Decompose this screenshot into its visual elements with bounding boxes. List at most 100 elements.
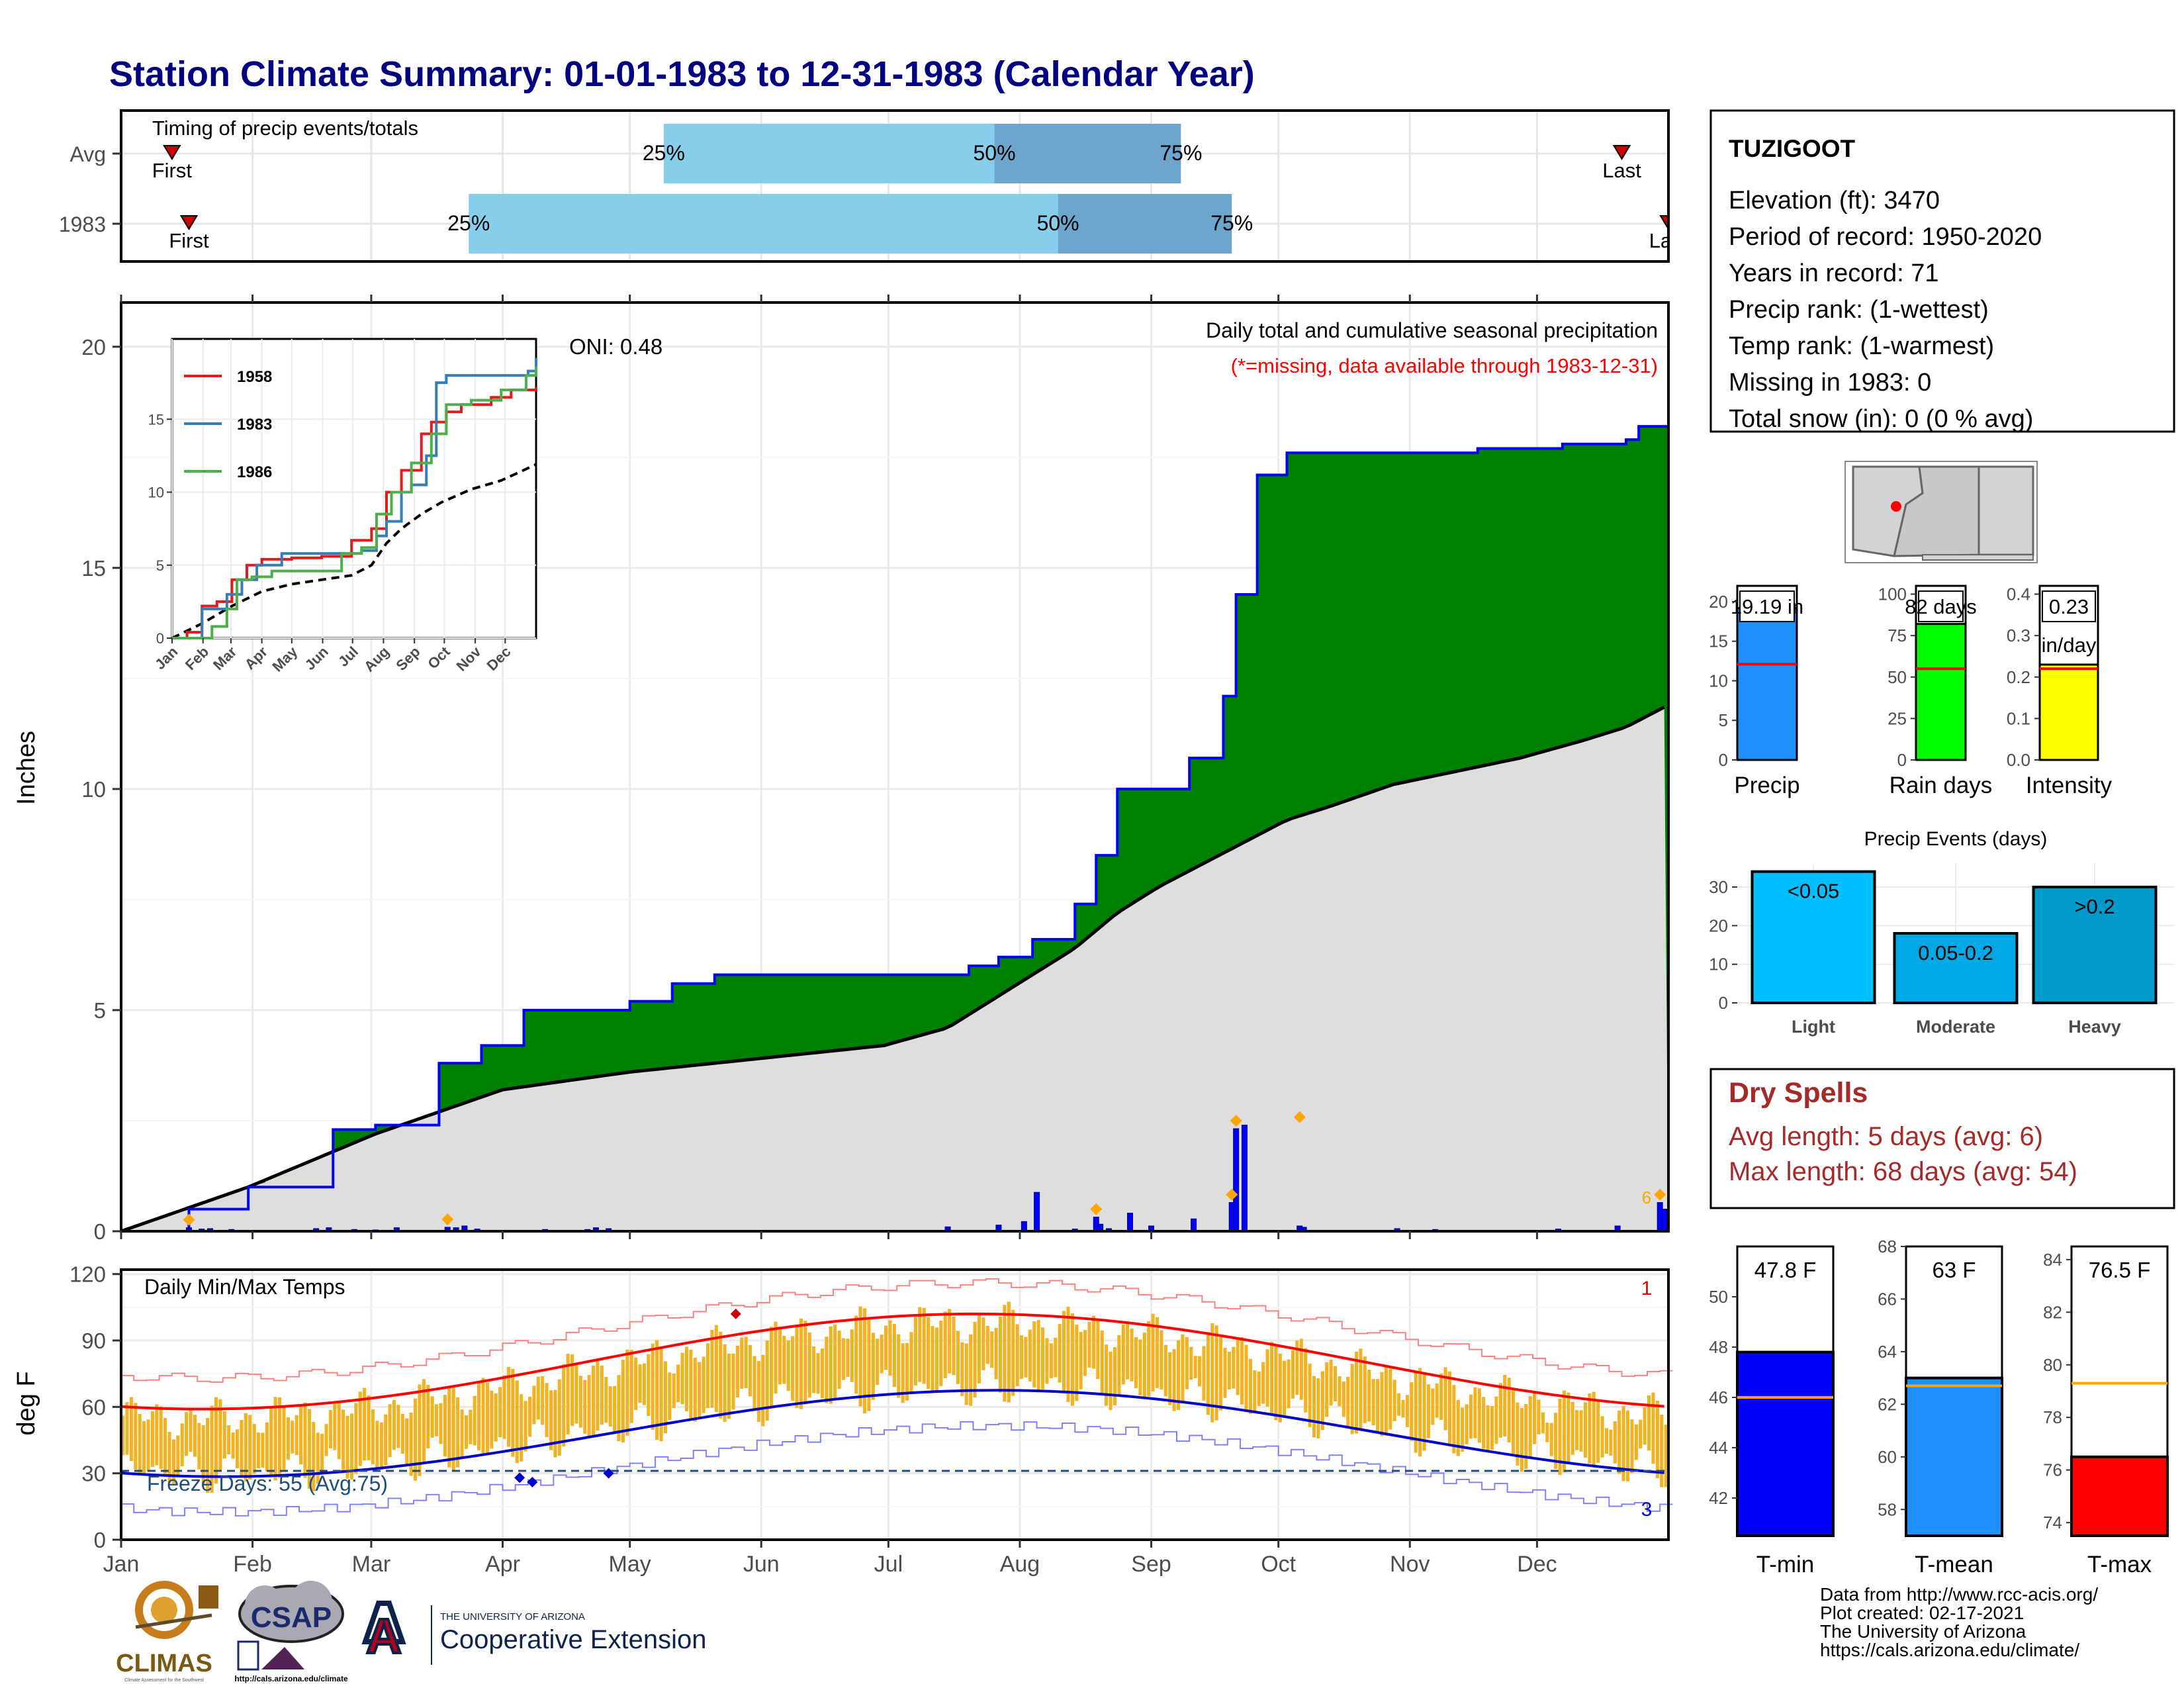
temp-summary-ytick-label: 78 [2043, 1407, 2062, 1427]
daily-temp-bar [1308, 1364, 1312, 1428]
daily-temp-bar [1054, 1337, 1058, 1378]
daily-temp-bar [1630, 1419, 1634, 1474]
daily-temp-bar [214, 1397, 218, 1484]
daily-temp-bar [909, 1332, 913, 1393]
daily-temp-bar [1283, 1360, 1287, 1418]
daily-temp-bar [1367, 1370, 1371, 1422]
month-label: Oct [1261, 1552, 1296, 1577]
daily-temp-bar [1070, 1313, 1074, 1406]
daily-temp-bar [702, 1356, 705, 1413]
events-category-label: Heavy [2068, 1017, 2121, 1037]
temp-summary-ytick-label: 76 [2043, 1460, 2062, 1480]
precip-ylabel: Inches [13, 731, 40, 805]
daily-temp-bar [1210, 1323, 1214, 1423]
freeze-days-label: Freeze Days: 55 (Avg:75) [147, 1472, 388, 1495]
daily-temp-bar [1452, 1385, 1456, 1454]
daily-temp-bar [299, 1406, 303, 1465]
daily-temp-bar [621, 1360, 625, 1443]
daily-temp-bar [592, 1366, 596, 1436]
temp-summary-ytick-label: 60 [1878, 1447, 1897, 1467]
daily-temp-bar [837, 1331, 841, 1389]
timing-first-label: First [169, 229, 209, 252]
daily-temp-bar [1346, 1376, 1350, 1429]
temp-summary-bar [1736, 1350, 1835, 1537]
temp-summary-bar [1905, 1376, 2003, 1538]
summary-ytick-label: 25 [1888, 708, 1907, 728]
daily-temp-bar [379, 1422, 383, 1470]
daily-temp-bar [1634, 1424, 1638, 1460]
daily-temp-bar [888, 1320, 892, 1376]
daily-temp-bar [705, 1343, 710, 1409]
daily-temp-bar [765, 1340, 769, 1421]
daily-temp-bar [1562, 1390, 1566, 1473]
daily-temp-bar [638, 1364, 642, 1403]
inset-legend-label: 1958 [237, 368, 272, 386]
daily-temp-bar [248, 1415, 252, 1480]
daily-temp-bar [1418, 1368, 1422, 1457]
daily-temp-bar [180, 1423, 184, 1467]
daily-temp-bar [1533, 1393, 1537, 1444]
precip-panel-title: Daily total and cumulative seasonal prec… [1206, 318, 1658, 342]
daily-temp-bar [1503, 1374, 1507, 1437]
daily-temp-bar [354, 1403, 358, 1474]
daily-temp-bar [905, 1342, 909, 1401]
daily-temp-bar [1401, 1399, 1405, 1418]
temp-summary-ytick-label: 74 [2043, 1513, 2062, 1532]
daily-temp-bar [1206, 1332, 1210, 1415]
daily-temp-bar [464, 1415, 468, 1449]
climas-logo: CLIMAS Climate Assessment for the Southw… [116, 1581, 218, 1683]
daily-temp-bar [1524, 1403, 1528, 1469]
daily-temp-bar [146, 1419, 150, 1472]
temp-summary-category-label: T-max [2087, 1552, 2152, 1577]
summary-ytick-label: 0 [1719, 750, 1728, 770]
summary-value-label: 0.23 [2049, 595, 2089, 618]
daily-temp-bar [291, 1421, 295, 1454]
dry-spells-avg: Avg length: 5 days (avg: 6) [1729, 1122, 2043, 1151]
summary-bar [1915, 623, 1967, 761]
station-info-line: Elevation (ft): 3470 [1729, 187, 1940, 214]
page-title: Station Climate Summary: 01-01-1983 to 1… [109, 54, 1255, 94]
temp-summary-ytick-label: 58 [1878, 1499, 1897, 1519]
daily-temp-bar [1049, 1343, 1053, 1379]
precip-ytick-label: 5 [94, 998, 106, 1023]
daily-temp-bar [511, 1368, 515, 1457]
credits: Data from http://www.rcc-acis.org/Plot c… [1820, 1584, 2098, 1660]
daily-temp-bar [426, 1385, 430, 1449]
daily-temp-bar [880, 1335, 884, 1374]
daily-temp-bar [1537, 1399, 1541, 1434]
daily-temp-bar [167, 1432, 171, 1483]
daily-temp-bar [1193, 1356, 1197, 1379]
daily-temp-bar [1299, 1338, 1303, 1400]
month-label: Jun [743, 1552, 780, 1577]
cumulative-precip-line [121, 382, 1670, 1233]
daily-temp-bar [846, 1338, 850, 1377]
inset-average-line [171, 463, 537, 639]
daily-temp-bar [1422, 1374, 1426, 1451]
daily-temp-bar [952, 1316, 956, 1376]
ua-logo-small: THE UNIVERSITY OF ARIZONA [440, 1611, 585, 1622]
daily-temp-bar [985, 1325, 989, 1364]
timing-first-marker [179, 215, 199, 230]
daily-temp-bar [574, 1364, 578, 1424]
events-ytick-label: 20 [1709, 915, 1728, 935]
daily-temp-bar [1651, 1392, 1655, 1464]
daily-temp-bar [349, 1413, 354, 1479]
daily-temp-bar [549, 1390, 553, 1450]
daily-temp-bar [770, 1327, 774, 1408]
daily-temp-bar [913, 1317, 917, 1386]
precip-panel: 0 5 10 15 20 Daily total and cumulative seas… [13, 295, 1670, 1244]
daily-temp-bar [1261, 1362, 1265, 1404]
daily-temp-bar [1130, 1328, 1134, 1382]
month-label: Apr [485, 1552, 520, 1577]
daily-temp-bar [447, 1387, 451, 1468]
summary-ytick-label: 20 [1709, 592, 1728, 612]
daily-temp-bar [201, 1425, 205, 1484]
record-high-marker [730, 1308, 741, 1319]
inset-ytick-label: 10 [148, 485, 164, 501]
daily-temp-bar [1494, 1396, 1498, 1444]
daily-precip-bar [1661, 1209, 1668, 1232]
daily-temp-bar [1473, 1387, 1477, 1438]
dry-spells-title: Dry Spells [1729, 1077, 1868, 1109]
daily-temp-bar [956, 1331, 960, 1384]
daily-temp-bar [1583, 1402, 1588, 1458]
